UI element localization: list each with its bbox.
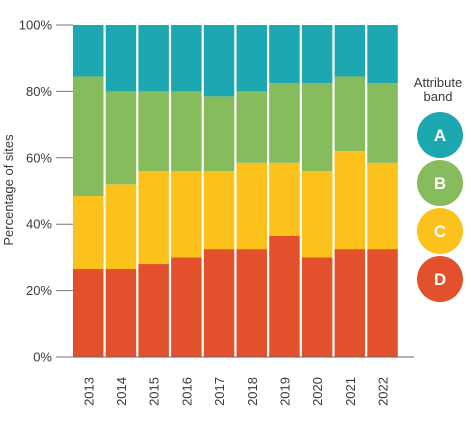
legend-label-d: D: [434, 270, 446, 289]
legend-title-line-2: band: [424, 89, 453, 104]
x-tick-label-2021: 2021: [343, 377, 358, 406]
bar-segment-c-2018: [236, 162, 267, 250]
bar-segment-d-2015: [138, 264, 169, 357]
x-tick-label-2013: 2013: [81, 377, 96, 406]
bar-segment-c-2016: [171, 171, 202, 258]
y-tick-label: 0%: [33, 350, 52, 365]
bar-segment-a-2013: [73, 25, 104, 77]
bar-segment-a-2016: [171, 25, 202, 92]
y-tick-label: 40%: [26, 217, 52, 232]
bar-segment-b-2017: [203, 96, 235, 172]
bar-segment-b-2013: [73, 76, 104, 196]
bar-segment-b-2016: [171, 91, 202, 172]
x-tick-label-2016: 2016: [179, 377, 194, 406]
bar-segment-c-2013: [73, 195, 104, 270]
bar-segment-a-2014: [105, 25, 137, 92]
x-axis-ticks: 2013 2014 2015 2016 2017 2018 2019 2020 2021 2022: [81, 377, 390, 406]
bar-segment-d-2016: [171, 257, 202, 357]
legend-label-c: C: [434, 222, 446, 241]
bar-segment-c-2014: [105, 184, 137, 270]
legend-swatch-c: [417, 208, 463, 254]
bar-segment-a-2015: [138, 25, 169, 92]
bar-segment-b-2019: [269, 83, 300, 163]
bar-segment-c-2021: [334, 151, 366, 250]
bar-segment-a-2020: [301, 25, 333, 84]
legend-swatch-b: [417, 160, 463, 206]
legend-swatch-d: [417, 256, 463, 302]
bar-segment-a-2018: [236, 25, 267, 92]
bar-segment-c-2015: [138, 171, 169, 265]
bar-segment-a-2022: [367, 25, 398, 84]
bar-segment-b-2014: [105, 91, 137, 185]
y-axis-label: Percentage of sites: [1, 134, 16, 246]
bar-segment-d-2021: [334, 249, 366, 357]
y-tick-label: 100%: [19, 18, 53, 33]
x-tick-label-2014: 2014: [114, 377, 129, 406]
x-tick-label-2019: 2019: [277, 377, 292, 406]
bar-segment-b-2021: [334, 76, 366, 152]
bar-segment-c-2019: [269, 162, 300, 236]
bar-segment-d-2019: [269, 235, 300, 357]
bar-segment-d-2020: [301, 257, 333, 357]
bar-segment-d-2014: [105, 269, 137, 357]
bar-segment-d-2022: [367, 249, 398, 357]
bar-segment-a-2019: [269, 25, 300, 84]
y-axis-ticks: 0% 20% 40% 60% 80% 100%: [19, 18, 73, 365]
x-tick-label-2020: 2020: [310, 377, 325, 406]
bar-segment-a-2021: [334, 25, 366, 77]
bar-segment-d-2017: [203, 249, 235, 357]
x-tick-label-2018: 2018: [245, 377, 260, 406]
bar-segment-b-2022: [367, 83, 398, 163]
bar-segment-c-2022: [367, 162, 398, 250]
y-tick-label: 60%: [26, 150, 52, 165]
bar-segment-b-2015: [138, 91, 169, 172]
bar-segment-b-2018: [236, 91, 267, 163]
bar-segment-a-2017: [203, 25, 235, 97]
bar-segment-d-2013: [73, 269, 104, 357]
x-tick-label-2015: 2015: [147, 377, 162, 406]
legend-label-a: A: [434, 126, 446, 145]
legend-swatch-a: [417, 112, 463, 158]
x-tick-label-2022: 2022: [376, 377, 391, 406]
bars-group: [73, 25, 398, 357]
y-tick-label: 20%: [26, 283, 52, 298]
y-tick-label: 80%: [26, 84, 52, 99]
legend-label-b: B: [434, 174, 446, 193]
bar-segment-d-2018: [236, 249, 267, 357]
legend: Attribute band A B C D: [414, 75, 463, 302]
x-tick-label-2017: 2017: [212, 377, 227, 406]
bar-segment-c-2020: [301, 171, 333, 258]
bar-segment-c-2017: [203, 171, 235, 250]
legend-title-line-1: Attribute: [414, 75, 462, 90]
bar-segment-b-2020: [301, 83, 333, 172]
